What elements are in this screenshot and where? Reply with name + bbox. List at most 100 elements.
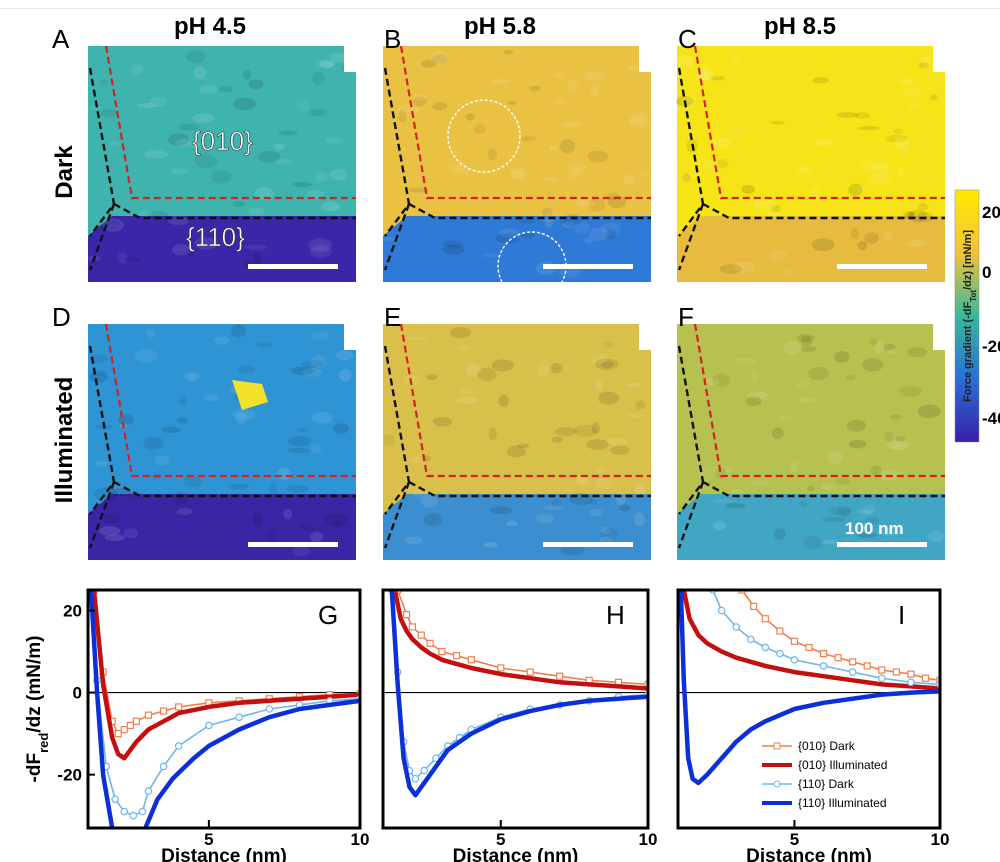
map-texture — [606, 438, 628, 445]
map-texture — [178, 396, 188, 406]
map-texture — [730, 488, 744, 495]
map-texture — [699, 69, 709, 80]
map-texture — [498, 394, 509, 407]
map-texture — [183, 476, 203, 487]
panel-letter: B — [384, 24, 401, 54]
map-texture — [267, 530, 276, 544]
map-texture — [622, 174, 636, 185]
colorbar-label-sub: Tot — [969, 290, 978, 302]
colorbar-label-end: /dz) [mN/m] — [962, 230, 974, 290]
data-point — [417, 631, 425, 639]
map-texture — [746, 396, 762, 406]
map-texture — [594, 478, 614, 489]
x-tick-label: 5 — [204, 830, 213, 849]
series-line — [90, 590, 360, 817]
data-point — [132, 717, 140, 725]
map-texture — [535, 513, 555, 524]
map-texture — [95, 460, 108, 467]
x-axis-label: Distance (nm) — [746, 846, 872, 862]
row-label-dark: Dark — [51, 145, 78, 199]
map-texture — [906, 104, 925, 109]
map-texture — [432, 416, 452, 427]
map-texture — [827, 505, 852, 515]
map-texture — [146, 329, 156, 338]
map-texture — [858, 126, 880, 131]
map-texture — [311, 411, 333, 424]
map-texture — [895, 436, 906, 442]
map-texture — [506, 520, 518, 527]
map-texture — [520, 136, 537, 142]
data-point — [790, 655, 799, 664]
map-texture — [588, 227, 609, 241]
map-texture — [848, 439, 867, 449]
map-texture — [274, 143, 286, 151]
map-texture — [713, 465, 733, 476]
map-texture — [296, 100, 311, 112]
map-texture — [154, 455, 170, 466]
map-texture — [862, 504, 876, 515]
map-texture — [310, 355, 327, 368]
map-texture — [194, 154, 218, 168]
map-texture — [846, 419, 867, 432]
colorbar-tick: -40 — [982, 409, 1000, 428]
map-texture — [633, 512, 645, 526]
map-lower-region — [677, 216, 945, 282]
map-texture — [769, 249, 788, 261]
map-texture — [168, 133, 189, 147]
colorbar-label-main: Force gradient (-dF — [962, 301, 974, 402]
data-point — [790, 637, 799, 645]
map-texture — [252, 252, 262, 266]
map-texture — [837, 507, 852, 517]
map-texture — [102, 218, 124, 232]
map-texture — [886, 440, 910, 450]
map-texture — [308, 238, 333, 252]
map-texture — [899, 148, 913, 155]
map-texture — [331, 206, 342, 212]
data-point — [126, 721, 134, 730]
map-texture — [627, 66, 639, 71]
map-texture — [803, 536, 823, 550]
map-texture — [574, 424, 598, 437]
map-texture — [117, 252, 128, 264]
map-texture — [600, 526, 611, 535]
map-texture — [277, 468, 292, 480]
data-point — [175, 703, 183, 711]
colorbar-label: Force gradient (-dFTot/dz) [mN/m] — [962, 230, 978, 402]
boundary-black-lower — [88, 203, 116, 271]
x-tick-label: 10 — [639, 830, 658, 849]
scale-bar — [248, 542, 338, 547]
series-line — [678, 590, 940, 786]
highlight-circle — [497, 231, 567, 301]
boundary-black-lower — [677, 481, 705, 549]
data-point — [467, 656, 475, 664]
map-texture — [771, 204, 781, 213]
map-texture — [488, 427, 497, 441]
map-texture — [310, 531, 324, 543]
plot-H: H 5 10 Distance (nm) — [381, 588, 658, 862]
map-texture — [857, 240, 868, 251]
map-notch — [639, 46, 651, 72]
map-texture — [869, 338, 878, 346]
map-texture — [287, 447, 310, 454]
series-line — [712, 590, 940, 686]
map-texture — [588, 499, 598, 505]
map-texture — [821, 484, 832, 490]
map-texture — [783, 341, 801, 355]
map-texture — [299, 524, 315, 531]
map-texture — [89, 370, 108, 383]
map-texture — [906, 239, 927, 248]
map-texture — [878, 527, 902, 537]
map-texture — [232, 408, 256, 420]
map-texture — [682, 172, 691, 183]
map-texture — [781, 270, 795, 275]
scale-bar — [248, 264, 338, 269]
data-point — [144, 711, 153, 719]
data-point — [411, 774, 420, 783]
boundary-red — [693, 323, 945, 478]
column-header: pH 4.5 — [174, 13, 246, 40]
map-texture — [231, 324, 247, 338]
colorbar-tick: 0 — [982, 263, 991, 282]
colorbar-tick: 20 — [982, 203, 1000, 222]
map-texture — [420, 60, 437, 68]
map-texture — [297, 427, 309, 433]
